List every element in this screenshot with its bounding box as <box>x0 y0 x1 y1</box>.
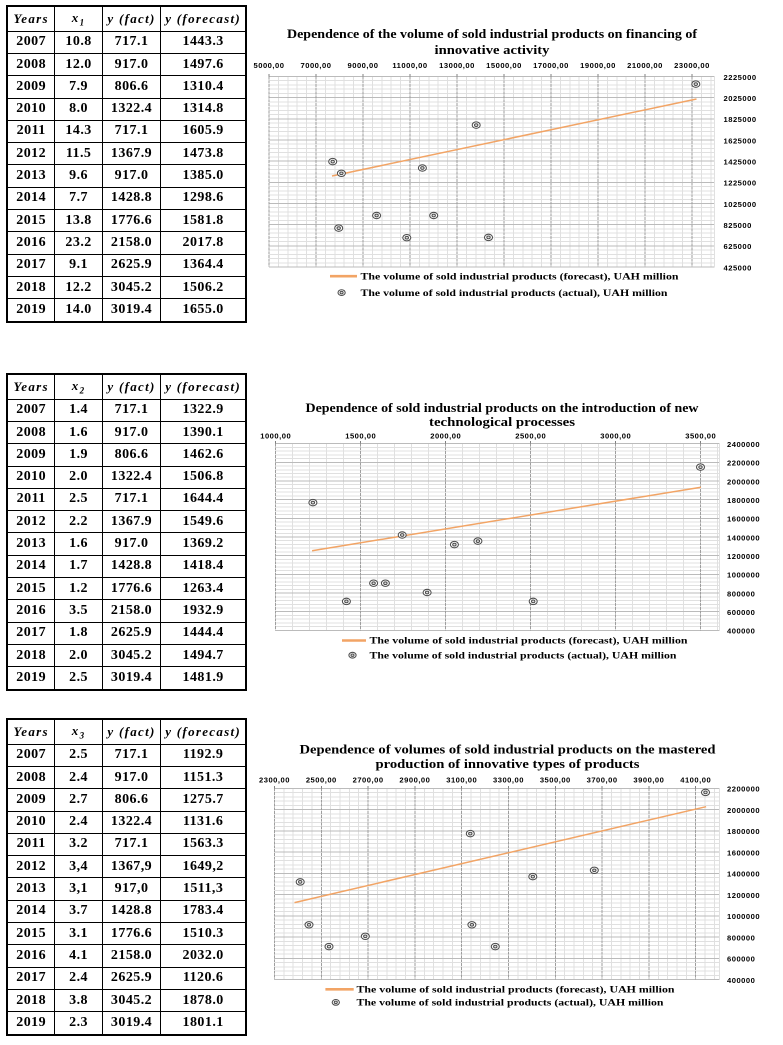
svg-text:1400000: 1400000 <box>727 870 760 879</box>
svg-text:1225000: 1225000 <box>724 179 757 188</box>
svg-text:production of innovative types: production of innovative types of produc… <box>376 757 640 771</box>
svg-text:2000000: 2000000 <box>727 806 760 815</box>
svg-text:23000,00: 23000,00 <box>674 61 710 70</box>
svg-text:1425000: 1425000 <box>724 158 757 167</box>
svg-text:technological processes: technological processes <box>429 415 575 429</box>
svg-text:1500,00: 1500,00 <box>345 432 376 441</box>
svg-text:1800000: 1800000 <box>727 827 760 836</box>
svg-text:4100,00: 4100,00 <box>680 776 711 785</box>
svg-text:2225000: 2225000 <box>724 73 757 82</box>
svg-text:The volume of sold industrial: The volume of sold industrial products (… <box>361 288 669 299</box>
svg-text:innovative activity: innovative activity <box>435 43 551 57</box>
svg-text:The volume of sold industrial: The volume of sold industrial products (… <box>357 985 676 996</box>
svg-text:3700,00: 3700,00 <box>587 776 618 785</box>
svg-text:17000,00: 17000,00 <box>533 61 569 70</box>
svg-text:400000: 400000 <box>727 627 755 636</box>
svg-text:1800000: 1800000 <box>727 496 760 505</box>
svg-text:2300,00: 2300,00 <box>259 776 290 785</box>
svg-text:2400000: 2400000 <box>727 440 760 449</box>
svg-text:2025000: 2025000 <box>724 94 757 103</box>
svg-text:21000,00: 21000,00 <box>627 61 663 70</box>
svg-text:2500,00: 2500,00 <box>515 432 546 441</box>
svg-text:400000: 400000 <box>727 976 755 985</box>
svg-text:600000: 600000 <box>727 608 755 617</box>
svg-text:1825000: 1825000 <box>724 115 757 124</box>
svg-text:9000,00: 9000,00 <box>348 61 379 70</box>
svg-text:The volume of sold industrial: The volume of sold industrial products (… <box>370 650 678 661</box>
svg-text:2900,00: 2900,00 <box>399 776 430 785</box>
svg-text:1000,00: 1000,00 <box>260 432 291 441</box>
svg-text:3500,00: 3500,00 <box>540 776 571 785</box>
svg-text:1200000: 1200000 <box>727 552 760 561</box>
svg-text:2200000: 2200000 <box>727 785 760 794</box>
svg-text:1000000: 1000000 <box>727 571 760 580</box>
svg-text:1600000: 1600000 <box>727 848 760 857</box>
svg-text:1025000: 1025000 <box>724 200 757 209</box>
svg-text:1000000: 1000000 <box>727 912 760 921</box>
svg-text:2000000: 2000000 <box>727 477 760 486</box>
svg-text:15000,00: 15000,00 <box>486 61 522 70</box>
svg-text:7000,00: 7000,00 <box>301 61 332 70</box>
svg-text:2700,00: 2700,00 <box>353 776 384 785</box>
svg-text:11000,00: 11000,00 <box>392 61 427 70</box>
svg-text:Dependence of the volume of so: Dependence of the volume of sold industr… <box>287 27 698 41</box>
svg-text:19000,00: 19000,00 <box>580 61 616 70</box>
svg-text:3300,00: 3300,00 <box>493 776 524 785</box>
svg-text:1625000: 1625000 <box>724 136 757 145</box>
svg-text:Dependence of sold industrial: Dependence of sold industrial products o… <box>306 401 700 415</box>
svg-text:The volume of sold industrial: The volume of sold industrial products (… <box>370 636 689 647</box>
svg-text:800000: 800000 <box>727 589 755 598</box>
svg-text:The volume of sold industrial: The volume of sold industrial products (… <box>361 271 680 282</box>
svg-text:2000,00: 2000,00 <box>430 432 461 441</box>
svg-text:3900,00: 3900,00 <box>633 776 664 785</box>
svg-text:3000,00: 3000,00 <box>600 432 631 441</box>
svg-text:3500,00: 3500,00 <box>685 432 716 441</box>
svg-text:3100,00: 3100,00 <box>446 776 477 785</box>
svg-text:600000: 600000 <box>727 955 755 964</box>
svg-text:2200000: 2200000 <box>727 459 760 468</box>
svg-text:1600000: 1600000 <box>727 515 760 524</box>
svg-text:2500,00: 2500,00 <box>306 776 337 785</box>
svg-text:625000: 625000 <box>724 242 752 251</box>
svg-text:425000: 425000 <box>724 263 752 272</box>
svg-text:825000: 825000 <box>724 221 752 230</box>
svg-text:5000,00: 5000,00 <box>254 61 285 70</box>
svg-text:Dependence of volumes of sold: Dependence of volumes of sold industrial… <box>300 743 716 757</box>
svg-text:The volume of sold industrial: The volume of sold industrial products (… <box>357 998 665 1009</box>
svg-text:1400000: 1400000 <box>727 533 760 542</box>
svg-text:13000,00: 13000,00 <box>439 61 475 70</box>
svg-text:1200000: 1200000 <box>727 891 760 900</box>
svg-text:800000: 800000 <box>727 933 755 942</box>
